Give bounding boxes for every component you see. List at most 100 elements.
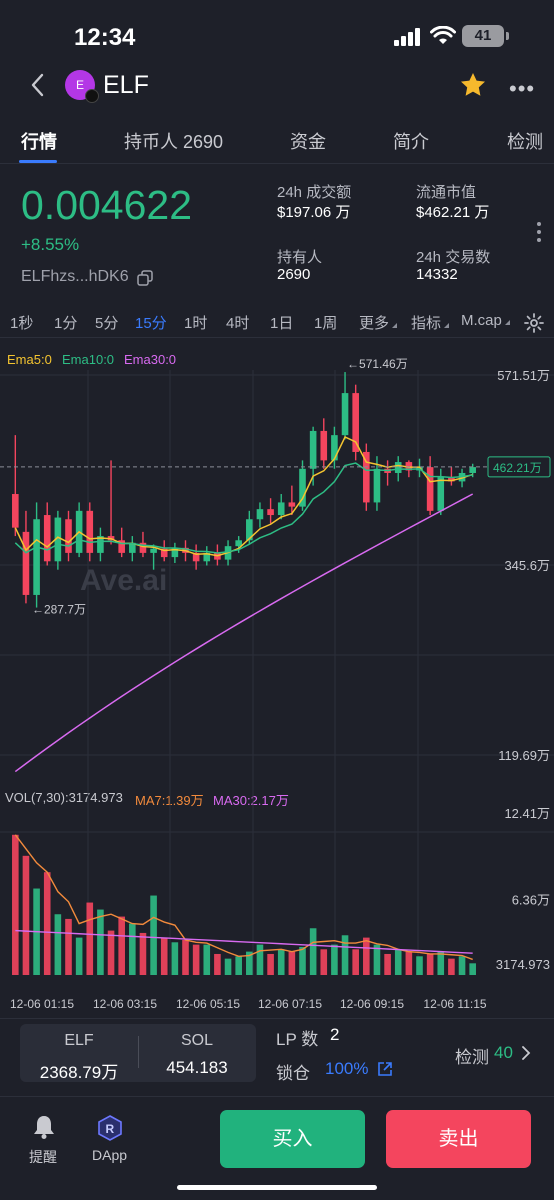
candle-body: [448, 477, 455, 482]
candle-body: [394, 462, 402, 473]
token-header: E ELF •••: [0, 62, 554, 110]
volume-bar: [43, 872, 51, 975]
candle-body: [267, 509, 274, 516]
pair-quote-label: SOL: [180, 1032, 213, 1049]
chevron-right-icon[interactable]: [520, 1046, 532, 1060]
dapp-icon[interactable]: R: [97, 1115, 123, 1141]
candle-body: [160, 548, 168, 558]
lock-value[interactable]: 100%: [325, 1059, 369, 1078]
candle-body: [277, 502, 285, 516]
pair-quote-value: 454.183: [166, 1058, 228, 1077]
ema5-line: [14, 435, 473, 557]
timeframe-1m[interactable]: 1分: [54, 315, 78, 332]
chart-settings-icon[interactable]: [524, 313, 544, 333]
volume-bar: [363, 937, 370, 975]
stat-holders-label: 持有人: [277, 249, 323, 266]
pair-divider: [138, 1036, 139, 1068]
volume-bar: [129, 923, 136, 975]
volume-bar: [373, 944, 381, 975]
ema10-legend: Ema10:0: [62, 352, 115, 367]
lock-label: 锁仓: [276, 1064, 310, 1083]
volume-bar: [214, 953, 221, 975]
volume-bar: [224, 958, 232, 975]
copy-icon[interactable]: [137, 270, 153, 286]
sell-button[interactable]: 卖出: [386, 1110, 531, 1168]
chart-grid: [0, 370, 554, 975]
time-axis-label: 12-06 03:15: [93, 997, 157, 1011]
candle-body: [22, 531, 30, 595]
volume-bar: [256, 944, 264, 975]
ema5-legend: Ema5:0: [7, 352, 52, 367]
stat-mcap-value: $462.21 万: [416, 204, 490, 221]
timeframe-1h[interactable]: 1时: [184, 315, 208, 332]
candle-body: [246, 519, 253, 541]
bell-icon[interactable]: [33, 1115, 55, 1139]
tab-market[interactable]: 行情: [21, 132, 57, 152]
candle-body: [203, 552, 211, 562]
candle-body: [341, 393, 349, 436]
liquidity-pair-box: ELF 2368.79万 SOL 454.183: [20, 1024, 256, 1082]
ema10-line: [14, 462, 473, 554]
alert-label[interactable]: 提醒: [29, 1149, 57, 1165]
volume-bar: [405, 951, 413, 975]
timeframe-4h[interactable]: 4时: [226, 315, 250, 332]
token-avatar: E: [65, 70, 99, 103]
stat-mcap-label: 流通市值: [416, 184, 477, 201]
security-check-score[interactable]: 40: [494, 1043, 513, 1062]
external-link-icon[interactable]: [377, 1061, 393, 1077]
current-price: 0.004622: [21, 182, 193, 228]
tab-holders[interactable]: 持币人 2690: [124, 132, 224, 152]
candle-body: [86, 510, 94, 553]
candle-body: [373, 468, 381, 503]
candle-body: [299, 468, 306, 507]
volume-axis-label: 12.41万: [504, 806, 550, 821]
tab-funds[interactable]: 资金: [290, 132, 326, 152]
volume-bar: [75, 937, 83, 975]
price-chart[interactable]: Ave.ai 462.21万 571.51万 345.6万 119.69万 ←571.4…: [0, 340, 554, 1018]
tab-intro[interactable]: 简介: [393, 132, 429, 152]
candle-body: [118, 540, 125, 553]
mcap-dropdown[interactable]: M.cap: [461, 312, 510, 329]
candle-body: [405, 462, 413, 471]
candle-body: [235, 540, 242, 547]
back-arrow-icon[interactable]: [26, 72, 52, 98]
candle-body: [129, 542, 136, 553]
favorite-star-icon[interactable]: [459, 71, 487, 99]
timeframe-1d[interactable]: 1日: [270, 315, 294, 332]
timeframe-15m[interactable]: 15分: [135, 315, 167, 332]
candle-body: [33, 519, 40, 595]
volume-bar: [203, 944, 211, 975]
volume-bar: [277, 949, 285, 975]
timeframe-5m[interactable]: 5分: [95, 315, 119, 332]
current-price-tag-box: [487, 456, 551, 478]
volume-bar: [469, 963, 476, 975]
stat-txns-value: 14332: [416, 266, 458, 283]
vertical-more-icon[interactable]: [536, 222, 542, 248]
time-axis-label: 12-06 09:15: [340, 997, 404, 1011]
volume-legend: VOL(7,30):3174.973: [5, 790, 123, 805]
avatar-letter: E: [75, 78, 84, 92]
volume-bar: [384, 953, 391, 975]
candle-body: [43, 515, 51, 562]
volume-bar: [331, 944, 338, 975]
more-options-icon[interactable]: •••: [509, 76, 536, 101]
indicator-dropdown[interactable]: 指标: [411, 312, 449, 333]
timeframe-1s[interactable]: 1秒: [10, 315, 34, 332]
timeframe-1w[interactable]: 1周: [314, 315, 338, 332]
time-axis-label: 12-06 05:15: [176, 997, 240, 1011]
candle-body: [320, 430, 328, 461]
security-check-label[interactable]: 检测: [455, 1048, 489, 1067]
buy-button[interactable]: 买入: [220, 1110, 365, 1168]
candle-body: [192, 552, 200, 562]
volume-bar: [12, 834, 19, 975]
more-timeframes-dropdown[interactable]: 更多: [359, 312, 397, 333]
dapp-label[interactable]: DApp: [92, 1147, 128, 1163]
lp-count-value: 2: [330, 1025, 340, 1044]
volume-bar: [458, 956, 466, 975]
lp-count-label: LP 数: [276, 1030, 319, 1049]
volume-bar: [86, 902, 94, 975]
tab-check[interactable]: 检测: [507, 132, 543, 152]
home-indicator: [177, 1185, 377, 1190]
volume-bar: [97, 909, 104, 975]
token-name: ELF: [103, 71, 149, 99]
